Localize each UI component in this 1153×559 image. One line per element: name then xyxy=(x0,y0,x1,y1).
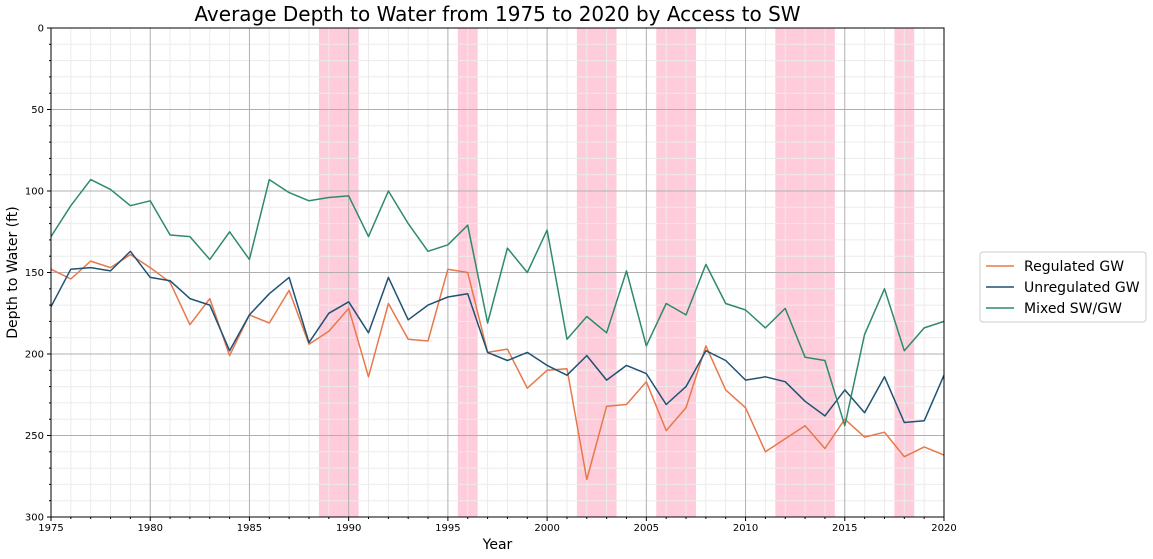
y-axis-label: Depth to Water (ft) xyxy=(5,206,21,339)
series-line-mixed-sw-gw xyxy=(50,178,945,427)
legend: Regulated GW Unregulated GW Mixed SW/GW xyxy=(979,251,1147,323)
series-line-unregulated-gw xyxy=(50,250,945,424)
y-tick-label: 100 xyxy=(25,187,44,198)
y-tick-label: 300 xyxy=(25,513,44,524)
y-tick-label: 250 xyxy=(25,431,44,442)
legend-label: Unregulated GW xyxy=(1024,280,1140,296)
x-tick-label: 2020 xyxy=(931,523,956,534)
series-line-regulated-gw xyxy=(50,253,945,481)
y-tick-label: 150 xyxy=(25,268,44,279)
x-axis: 1975 1980 1985 1990 1995 2000 2005 2010 2015 2020 xyxy=(38,517,957,534)
chart-title: Average Depth to Water from 1975 to 2020… xyxy=(194,2,800,26)
x-tick-label: 1980 xyxy=(137,523,162,534)
x-tick-label: 1995 xyxy=(435,523,460,534)
x-tick-label: 2010 xyxy=(733,523,758,534)
legend-label: Regulated GW xyxy=(1024,259,1124,275)
x-tick-label: 2005 xyxy=(634,523,659,534)
series-lines xyxy=(50,178,945,481)
y-tick-label: 50 xyxy=(31,105,44,116)
x-tick-label: 1975 xyxy=(38,523,63,534)
x-tick-label: 1985 xyxy=(237,523,262,534)
y-tick-label: 0 xyxy=(38,24,44,35)
y-tick-label: 200 xyxy=(25,350,44,361)
x-tick-label: 2015 xyxy=(832,523,857,534)
legend-box xyxy=(979,251,1147,323)
plot-area xyxy=(50,27,945,518)
x-tick-label: 2000 xyxy=(534,523,559,534)
x-axis-label: Year xyxy=(482,537,513,553)
x-tick-label: 1990 xyxy=(336,523,361,534)
legend-label: Mixed SW/GW xyxy=(1024,301,1122,317)
y-axis: 0 50 100 150 200 250 300 xyxy=(25,24,51,524)
